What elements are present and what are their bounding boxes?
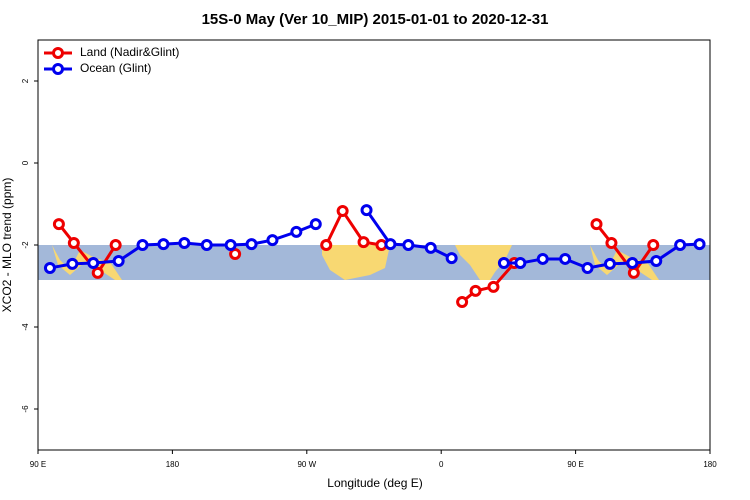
data-point [87,257,100,270]
data-point [559,252,572,265]
data-point [309,218,322,231]
data-point [626,257,639,270]
map-strip [38,245,710,280]
series-line [503,242,700,270]
data-point [290,225,303,238]
data-point [603,257,616,270]
data-point [581,261,594,274]
x-tick-label: 90 E [30,460,46,469]
data-point [66,257,79,270]
data-point [229,248,242,261]
data-point [112,254,125,267]
data-point [157,238,170,251]
chart-title: 15S-0 May (Ver 10_MIP) 2015-01-01 to 202… [202,11,549,28]
series-line [324,207,382,247]
data-point [320,239,333,251]
data-point [627,266,640,279]
x-tick-label: 90 E [567,460,583,469]
legend-label: Ocean (Glint) [80,61,151,75]
legend-marker [52,63,64,75]
data-point [360,204,373,217]
y-tick-label: -2 [21,241,30,249]
y-tick-label: 0 [21,160,30,165]
data-point [384,238,397,251]
data-point [43,261,56,274]
data-point [357,236,370,249]
series-line [595,223,655,276]
data-point [178,236,191,249]
data-point [487,280,500,293]
data-point [456,295,469,308]
data-point [67,236,80,249]
data-point [650,254,663,267]
x-tick-label: 0 [439,460,444,469]
data-point [469,284,482,297]
data-point [245,238,258,251]
legend-marker [52,47,64,59]
legend-label: Land (Nadir&Glint) [80,45,179,59]
data-point [52,218,65,231]
series-line [57,223,117,276]
x-tick-label: 180 [703,460,717,469]
x-axis-label: Longitude (deg E) [327,476,422,490]
data-point [674,239,687,251]
data-point [424,241,437,254]
data-point [445,252,458,265]
data-point [136,239,149,251]
x-tick-label: 90 W [297,460,316,469]
y-tick-label: -6 [21,405,30,413]
data-point [402,239,415,251]
data-point [497,257,510,270]
y-axis-label: XCO2 - MLO trend (ppm) [0,178,14,313]
data-point [605,236,618,249]
data-point [336,204,349,217]
data-point [536,252,549,265]
data-point [200,239,213,251]
data-point [647,239,660,251]
data-point [514,257,527,270]
data-point [590,218,603,231]
data-point [224,239,237,251]
data-point [693,238,706,251]
data-point [266,234,279,247]
data-point [91,266,104,279]
series-line [461,262,516,304]
y-tick-label: -4 [21,323,30,331]
x-tick-label: 180 [166,460,180,469]
data-point [109,239,122,251]
y-tick-label: 2 [21,78,30,83]
